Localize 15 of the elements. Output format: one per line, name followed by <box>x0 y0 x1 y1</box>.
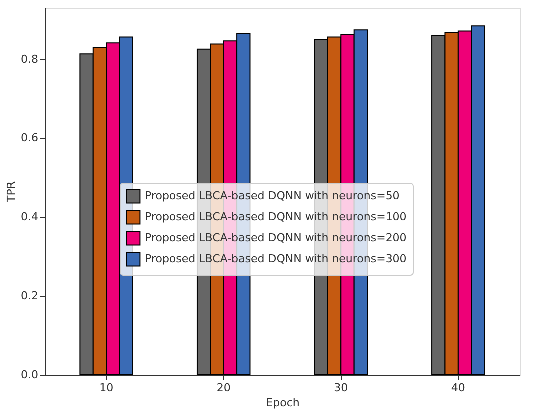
y-tick-label: 0.4 <box>21 210 38 224</box>
y-tick-label: 0.2 <box>21 290 38 303</box>
y-tick-label: 0.6 <box>21 132 38 145</box>
x-tick-label: 40 <box>451 382 466 394</box>
legend-label: Proposed LBCA-based DQNN with neurons=100 <box>145 210 407 224</box>
x-tick-label: 20 <box>216 382 231 394</box>
x-tick-label: 10 <box>100 382 114 394</box>
x-axis-title: Epoch <box>266 396 300 410</box>
legend-label: Proposed LBCA-based DQNN with neurons=50 <box>145 190 400 202</box>
x-tick-label: 30 <box>334 382 348 394</box>
legend-label: Proposed LBCA-based DQNN with neurons=300 <box>145 252 407 266</box>
y-tick-label: 0.0 <box>21 368 38 382</box>
legend-label: Proposed LBCA-based DQNN with neurons=200 <box>145 232 407 244</box>
y-tick-label: 0.8 <box>21 52 38 66</box>
y-axis-title: TPR <box>5 181 18 204</box>
